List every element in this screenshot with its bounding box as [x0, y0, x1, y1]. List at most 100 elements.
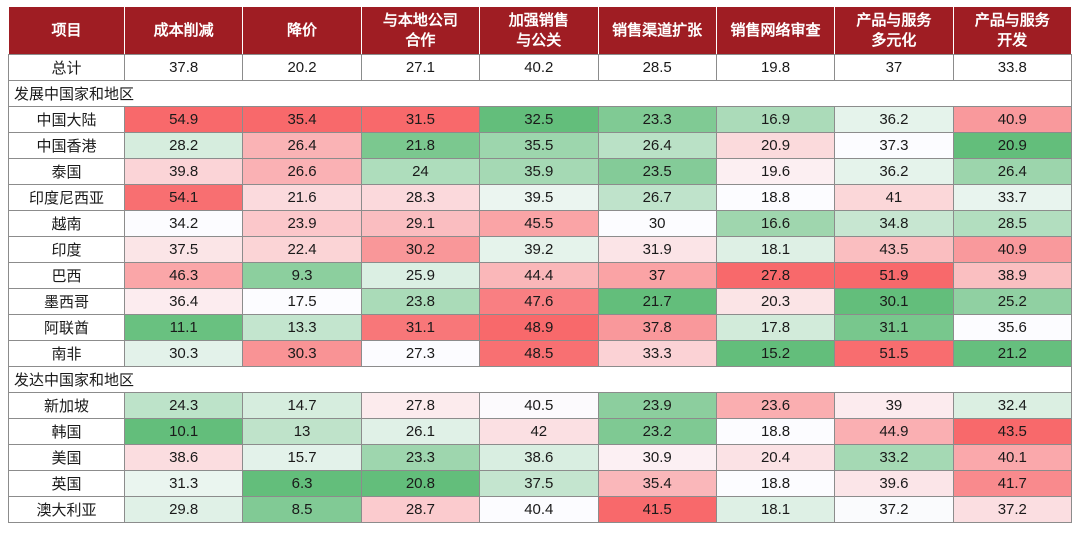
row-label: 新加坡 [8, 392, 125, 419]
value-cell: 22.4 [242, 236, 362, 263]
value-cell: 23.2 [597, 418, 717, 445]
value-cell: 33.8 [952, 54, 1073, 81]
value-cell: 39.6 [834, 470, 954, 497]
value-cell: 39.5 [479, 184, 599, 211]
value-cell: 30.2 [360, 236, 481, 263]
value-cell: 26.7 [597, 184, 717, 211]
table-header: 项目 成本削减 降价 与本地公司 合作 加强销售 与公关 销售渠道扩张 销售网络审查 产品与服… [8, 6, 1073, 55]
value-cell: 23.9 [242, 210, 362, 237]
total-row: 总计 37.8 20.2 27.1 40.2 28.5 19.8 37 33.8 [8, 54, 1073, 81]
value-cell: 41 [834, 184, 954, 211]
heatmap-table-page: 项目 成本削减 降价 与本地公司 合作 加强销售 与公关 销售渠道扩张 销售网络审查 产品与服… [8, 6, 1073, 523]
value-cell: 37 [834, 54, 954, 81]
value-cell: 21.2 [952, 340, 1073, 367]
column-header-cell: 降价 [242, 6, 362, 55]
row-label: 阿联酋 [8, 314, 125, 341]
value-cell: 31.3 [123, 470, 244, 497]
value-cell: 31.1 [360, 314, 481, 341]
value-cell: 26.4 [242, 132, 362, 159]
value-cell: 23.9 [597, 392, 717, 419]
header-row: 项目 成本削减 降价 与本地公司 合作 加强销售 与公关 销售渠道扩张 销售网络审查 产品与服… [8, 6, 1073, 55]
value-cell: 20.9 [952, 132, 1073, 159]
value-cell: 38.6 [479, 444, 599, 471]
value-cell: 31.5 [360, 106, 481, 133]
value-cell: 27.3 [360, 340, 481, 367]
value-cell: 17.8 [715, 314, 836, 341]
value-cell: 24 [360, 158, 481, 185]
value-cell: 21.7 [597, 288, 717, 315]
column-header-cell: 销售渠道扩张 [597, 6, 717, 55]
value-cell: 37.2 [834, 496, 954, 523]
value-cell: 37.5 [479, 470, 599, 497]
value-cell: 27.1 [360, 54, 481, 81]
row-label: 中国香港 [8, 132, 125, 159]
value-cell: 21.8 [360, 132, 481, 159]
value-cell: 11.1 [123, 314, 244, 341]
value-cell: 14.7 [242, 392, 362, 419]
value-cell: 47.6 [479, 288, 599, 315]
value-cell: 30.3 [123, 340, 244, 367]
value-cell: 35.6 [952, 314, 1073, 341]
value-cell: 23.3 [360, 444, 481, 471]
row-label: 英国 [8, 470, 125, 497]
column-header-cell: 加强销售 与公关 [479, 6, 599, 55]
value-cell: 38.6 [123, 444, 244, 471]
value-cell: 44.4 [479, 262, 599, 289]
value-cell: 28.5 [597, 54, 717, 81]
value-cell: 33.7 [952, 184, 1073, 211]
value-cell: 24.3 [123, 392, 244, 419]
value-cell: 16.9 [715, 106, 836, 133]
value-cell: 13.3 [242, 314, 362, 341]
value-cell: 25.9 [360, 262, 481, 289]
value-cell: 29.8 [123, 496, 244, 523]
table-row: 新加坡 24.3 14.7 27.8 40.5 23.9 23.6 39 32.4 [8, 392, 1073, 419]
section-row: 发达中国家和地区 [8, 366, 1072, 393]
table-row: 中国大陆 54.9 35.4 31.5 32.5 23.3 16.9 36.2 40.9 [8, 106, 1073, 133]
value-cell: 54.9 [123, 106, 244, 133]
value-cell: 51.5 [834, 340, 954, 367]
value-cell: 20.2 [242, 54, 362, 81]
value-cell: 18.1 [715, 496, 836, 523]
row-label: 印度尼西亚 [8, 184, 125, 211]
value-cell: 40.1 [952, 444, 1073, 471]
value-cell: 23.8 [360, 288, 481, 315]
table-row: 巴西 46.3 9.3 25.9 44.4 37 27.8 51.9 38.9 [8, 262, 1073, 289]
value-cell: 28.3 [360, 184, 481, 211]
value-cell: 37.8 [123, 54, 244, 81]
value-cell: 23.6 [715, 392, 836, 419]
value-cell: 31.1 [834, 314, 954, 341]
strategy-heatmap-table: 项目 成本削减 降价 与本地公司 合作 加强销售 与公关 销售渠道扩张 销售网络审查 产品与服… [8, 6, 1073, 523]
value-cell: 46.3 [123, 262, 244, 289]
value-cell: 34.8 [834, 210, 954, 237]
table-row: 泰国 39.8 26.6 24 35.9 23.5 19.6 36.2 26.4 [8, 158, 1073, 185]
table-row: 阿联酋 11.1 13.3 31.1 48.9 37.8 17.8 31.1 35.6 [8, 314, 1073, 341]
corner-header-cell: 项目 [8, 6, 125, 55]
value-cell: 36.2 [834, 106, 954, 133]
value-cell: 20.9 [715, 132, 836, 159]
value-cell: 43.5 [834, 236, 954, 263]
table-row: 英国 31.3 6.3 20.8 37.5 35.4 18.8 39.6 41.7 [8, 470, 1073, 497]
value-cell: 51.9 [834, 262, 954, 289]
value-cell: 30.1 [834, 288, 954, 315]
value-cell: 18.8 [715, 418, 836, 445]
value-cell: 27.8 [360, 392, 481, 419]
value-cell: 39.8 [123, 158, 244, 185]
value-cell: 35.4 [242, 106, 362, 133]
value-cell: 18.1 [715, 236, 836, 263]
value-cell: 41.7 [952, 470, 1073, 497]
value-cell: 37.5 [123, 236, 244, 263]
value-cell: 18.8 [715, 470, 836, 497]
value-cell: 38.9 [952, 262, 1073, 289]
row-label: 美国 [8, 444, 125, 471]
column-header-cell: 销售网络审查 [715, 6, 836, 55]
value-cell: 42 [479, 418, 599, 445]
value-cell: 48.9 [479, 314, 599, 341]
value-cell: 40.9 [952, 236, 1073, 263]
value-cell: 32.4 [952, 392, 1073, 419]
value-cell: 45.5 [479, 210, 599, 237]
value-cell: 40.5 [479, 392, 599, 419]
value-cell: 26.6 [242, 158, 362, 185]
value-cell: 23.3 [597, 106, 717, 133]
value-cell: 37 [597, 262, 717, 289]
value-cell: 48.5 [479, 340, 599, 367]
